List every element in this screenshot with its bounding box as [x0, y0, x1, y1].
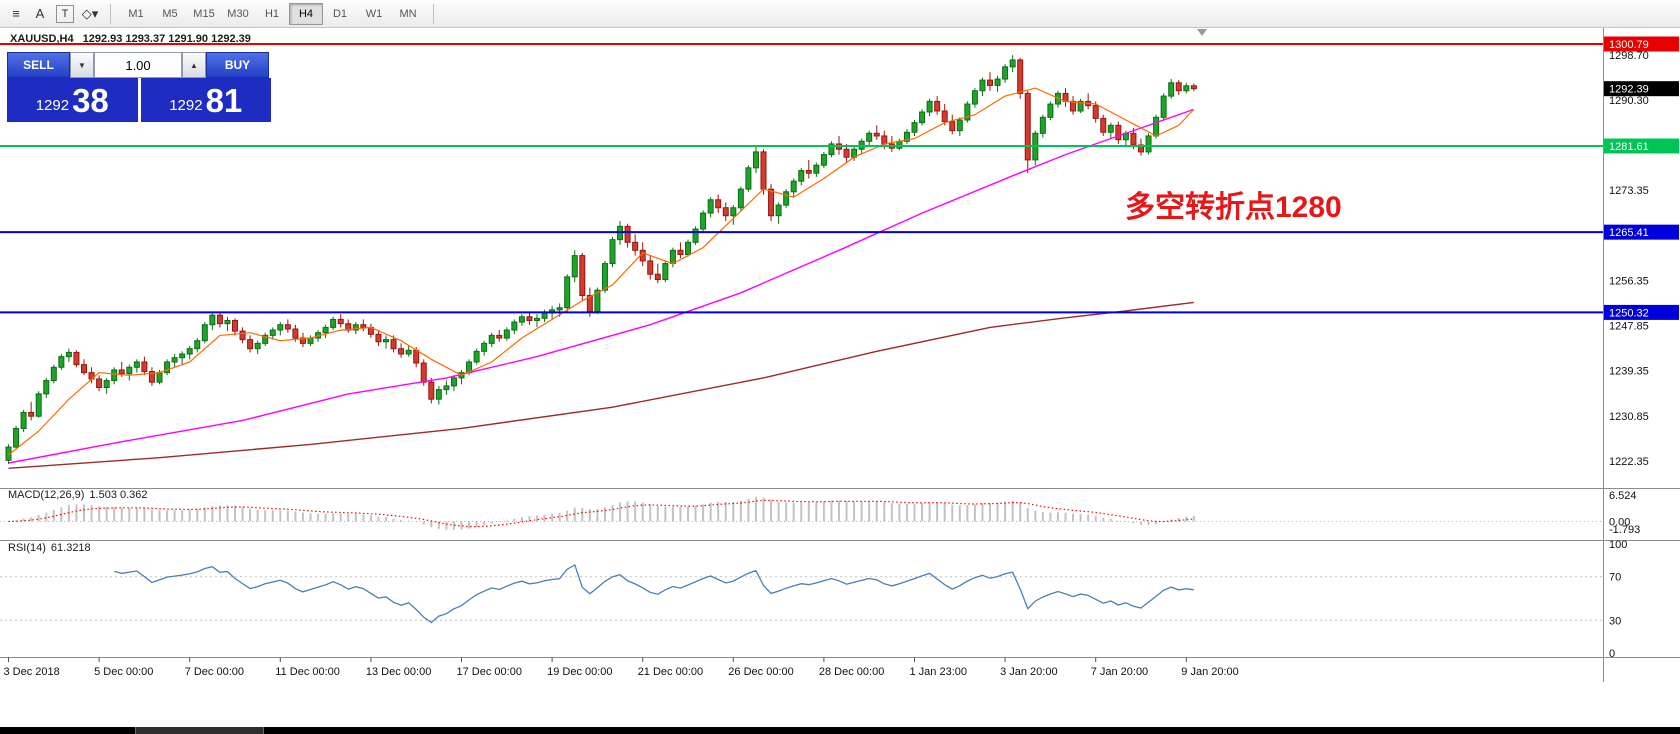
time-axis-label: 7 Jan 20:00: [1091, 666, 1149, 678]
time-axis-label: 17 Dec 00:00: [457, 666, 522, 678]
active-tab-segment[interactable]: [135, 727, 264, 734]
timeframe-d1-button[interactable]: D1: [332, 7, 348, 20]
ohlc-values-label: 1292.93 1293.37 1291.90 1292.39: [82, 33, 251, 45]
time-axis[interactable]: 3 Dec 2018 5 Dec 00:00 7 Dec 00:00 11 Dec 0…: [4, 657, 1239, 678]
text-tool-icon[interactable]: T: [56, 4, 74, 23]
timeframe-mn-button[interactable]: MN: [399, 7, 417, 20]
buy-price-pips: 81: [205, 82, 243, 119]
price-tag-1281.61: [1604, 138, 1679, 154]
time-axis-label: 1 Jan 23:00: [910, 666, 968, 678]
drawing-tools-icon[interactable]: ◇▾: [81, 5, 99, 21]
chart-shift-marker[interactable]: [1197, 29, 1207, 36]
sell-price-display[interactable]: 1292 38: [7, 78, 138, 122]
price-tag-1265.41: [1604, 224, 1679, 240]
symbol-period-label: XAUUSD,H4: [10, 33, 74, 45]
price-axis-label: 1256.35: [1609, 275, 1649, 287]
macd-label: MACD(12,26,9) 1.503 0.362: [8, 489, 153, 501]
price-tag-1250.32: [1604, 304, 1679, 320]
time-axis-label: 13 Dec 00:00: [366, 666, 431, 678]
rsi-name: RSI(14): [8, 542, 46, 554]
time-axis-label: 3 Dec 2018: [4, 666, 60, 678]
toolbar-separator-2: [433, 3, 434, 24]
price-tag-1300.79: [1604, 36, 1679, 52]
rsi-axis-label: 100: [1609, 539, 1627, 551]
time-axis-label: 7 Dec 00:00: [185, 666, 244, 678]
price-axis-label: 1239.35: [1609, 366, 1649, 378]
macd-axis-label: 0.00: [1609, 517, 1630, 529]
chart-title: XAUUSD,H4 1292.93 1293.37 1291.90 1292.3…: [10, 33, 257, 45]
toolbar: ≡ A T ◇▾ M1 M5 M15 M30 H1 H4 D1 W1 MN: [0, 0, 1680, 28]
fast-ma-line: [8, 87, 1195, 456]
lot-increase-button[interactable]: ▲: [182, 52, 206, 78]
macd-axis-label: -1.793: [1609, 524, 1640, 536]
timeframe-toolbar: M1 M5 M15 M30 H1 H4 D1 W1 MN: [119, 2, 425, 25]
time-axis-label: 5 Dec 00:00: [94, 666, 153, 678]
price-tag-label: 1250.32: [1609, 307, 1649, 319]
time-axis-label: 3 Jan 20:00: [1000, 666, 1058, 678]
chart-canvas[interactable]: 1298.701290.301281.851273.351264.851256.…: [0, 28, 1680, 682]
macd-values: 1.503 0.362: [89, 489, 148, 501]
time-axis-label: 9 Jan 20:00: [1181, 666, 1239, 678]
candlestick-series[interactable]: [5, 55, 1197, 465]
macd-signal-line: [8, 499, 1194, 528]
slow-ma-line: [8, 301, 1194, 469]
timeframe-h1-button[interactable]: H1: [264, 7, 280, 20]
time-axis-label: 21 Dec 00:00: [638, 666, 703, 678]
trade-controls-row: SELL ▼ ▲ BUY: [7, 52, 271, 78]
drawing-toolbar: ≡ A T ◇▾: [4, 3, 102, 25]
sell-price-pips: 38: [72, 82, 109, 119]
time-axis-label: 26 Dec 00:00: [728, 666, 793, 678]
time-axis-label: 28 Dec 00:00: [819, 666, 884, 678]
lot-size-input[interactable]: [94, 52, 182, 78]
macd-axis-label: 6.524: [1609, 490, 1637, 502]
rsi-value: 61.3218: [50, 542, 91, 554]
timeframe-m15-button[interactable]: M15: [193, 7, 215, 20]
buy-price-display[interactable]: 1292 81: [140, 78, 271, 122]
rsi-axis-label: 70: [1609, 572, 1621, 584]
sell-button[interactable]: SELL: [7, 52, 70, 78]
buy-price-main: 1292: [169, 97, 203, 114]
timeframe-m30-button[interactable]: M30: [227, 7, 249, 20]
one-click-trading-panel: SELL ▼ ▲ BUY 1292 38 1292 81: [7, 52, 271, 122]
timeframe-h4-button[interactable]: H4: [289, 2, 323, 25]
price-axis-label: 1290.30: [1609, 95, 1649, 107]
time-axis-label: 11 Dec 00:00: [275, 666, 340, 678]
timeframe-m1-button[interactable]: M1: [128, 7, 144, 20]
buy-button[interactable]: BUY: [206, 52, 269, 78]
rsi-axis-label: 0: [1609, 648, 1615, 660]
macd-name: MACD(12,26,9): [8, 489, 85, 501]
price-tag-label: 1265.41: [1609, 227, 1649, 239]
lot-decrease-button[interactable]: ▼: [70, 52, 94, 78]
price-axis-label: 1298.70: [1609, 50, 1649, 62]
chart-annotation: 多空转折点1280: [1125, 191, 1342, 224]
sell-price-main: 1292: [35, 97, 70, 114]
price-axis-label: 1222.35: [1609, 456, 1649, 468]
rsi-axis-label: 30: [1609, 615, 1621, 627]
bottom-tab-strip[interactable]: [0, 727, 1680, 734]
price-axis-label: 1273.35: [1609, 185, 1649, 197]
medium-ma-line: [8, 108, 1195, 464]
price-axis-label: 1230.85: [1609, 411, 1649, 423]
price-tag-label: 1300.79: [1609, 39, 1649, 51]
time-axis-label: 19 Dec 00:00: [547, 666, 612, 678]
price-axis-label: 1247.85: [1609, 321, 1649, 333]
rsi-line: [114, 563, 1194, 624]
macd-histogram: [15, 496, 1195, 530]
trade-prices-row: 1292 38 1292 81: [7, 78, 271, 122]
timeframe-m5-button[interactable]: M5: [162, 7, 178, 20]
rsi-label: RSI(14) 61.3218: [8, 542, 96, 554]
price-tag-label: 1281.61: [1609, 141, 1649, 153]
toolbar-separator: [110, 3, 111, 24]
timeframe-w1-button[interactable]: W1: [365, 7, 383, 20]
fibonacci-icon[interactable]: ≡: [12, 6, 20, 21]
price-tag-1292.39: [1604, 81, 1679, 97]
price-tag-label: 1292.39: [1609, 84, 1649, 96]
text-label-icon[interactable]: A: [35, 6, 45, 21]
